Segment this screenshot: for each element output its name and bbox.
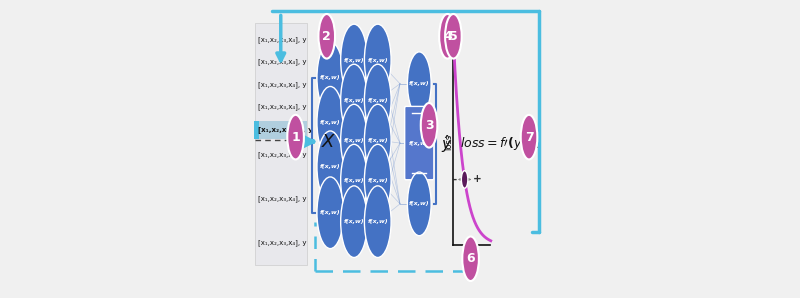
Text: f(x,w): f(x,w) (367, 219, 388, 224)
Text: [x₁,x₂,x₃,x₄], y: [x₁,x₂,x₃,x₄], y (258, 126, 312, 133)
Ellipse shape (407, 172, 431, 236)
Text: $\mathit{X}$: $\mathit{X}$ (322, 133, 337, 150)
Text: +: + (473, 174, 482, 184)
Ellipse shape (462, 236, 479, 281)
Ellipse shape (317, 131, 344, 203)
FancyBboxPatch shape (405, 106, 434, 180)
Text: [x₁,x₂,x₃,x₄], y: [x₁,x₂,x₃,x₄], y (258, 104, 306, 111)
Text: f(x,w): f(x,w) (367, 138, 388, 143)
Ellipse shape (421, 103, 438, 148)
Text: w: w (469, 254, 476, 263)
Text: f(x,w): f(x,w) (409, 141, 430, 145)
Text: 7: 7 (525, 131, 534, 144)
Ellipse shape (365, 104, 391, 176)
Ellipse shape (365, 24, 391, 96)
Ellipse shape (341, 144, 367, 216)
Text: [x₁,x₂,x₃,x₄], y: [x₁,x₂,x₃,x₄], y (258, 195, 306, 202)
Ellipse shape (462, 171, 468, 188)
Text: -: - (452, 174, 457, 184)
Text: f(x,w): f(x,w) (320, 75, 341, 80)
FancyBboxPatch shape (254, 121, 307, 139)
Text: f(x,w): f(x,w) (367, 58, 388, 63)
Text: f(x,w): f(x,w) (344, 178, 364, 183)
Ellipse shape (365, 186, 391, 257)
Text: f(x,w): f(x,w) (367, 97, 388, 103)
Ellipse shape (341, 104, 367, 176)
Text: f(x,w): f(x,w) (344, 97, 364, 103)
Ellipse shape (287, 115, 304, 159)
Text: f(x,w): f(x,w) (409, 201, 430, 207)
Ellipse shape (317, 42, 344, 114)
Text: 2: 2 (322, 30, 331, 43)
Ellipse shape (365, 64, 391, 136)
Text: f(x,w): f(x,w) (344, 58, 364, 63)
Text: 6: 6 (466, 252, 475, 265)
Ellipse shape (341, 24, 367, 96)
Text: 3: 3 (425, 119, 434, 132)
Text: f(x,w): f(x,w) (367, 178, 388, 183)
Text: [x₁,x₂,x₃,x₄], y: [x₁,x₂,x₃,x₄], y (258, 239, 306, 246)
Text: [x₁,x₂,x₃,x₄], y: [x₁,x₂,x₃,x₄], y (258, 58, 306, 65)
Ellipse shape (341, 186, 367, 257)
Text: 5: 5 (449, 30, 458, 43)
Ellipse shape (521, 115, 538, 159)
Ellipse shape (445, 14, 462, 59)
Text: f(x,w): f(x,w) (320, 164, 341, 169)
Ellipse shape (317, 86, 344, 158)
Ellipse shape (318, 14, 335, 59)
Text: f(x,w): f(x,w) (409, 81, 430, 86)
Text: f(x,w): f(x,w) (320, 210, 341, 215)
FancyBboxPatch shape (255, 23, 307, 265)
Text: loss: loss (445, 134, 454, 150)
FancyBboxPatch shape (254, 121, 259, 139)
Text: [x₁,x₂,x₃,x₄], y: [x₁,x₂,x₃,x₄], y (258, 81, 306, 88)
Text: f(x,w): f(x,w) (320, 120, 341, 125)
Text: 1: 1 (291, 131, 300, 144)
Text: f(x,w): f(x,w) (344, 138, 364, 143)
Text: 4: 4 (443, 30, 452, 43)
Text: f(x,w): f(x,w) (344, 219, 364, 224)
Ellipse shape (341, 64, 367, 136)
Text: [x₁,x₂,x₃,x₄], y: [x₁,x₂,x₃,x₄], y (258, 36, 306, 43)
Text: $\hat{y}$: $\hat{y}$ (441, 133, 453, 155)
Text: [x₁,x₂,x₃,x₄], y: [x₁,x₂,x₃,x₄], y (258, 152, 306, 158)
Ellipse shape (365, 144, 391, 216)
Ellipse shape (317, 177, 344, 249)
Text: $\mathbf{\mathit{loss}} = \mathbf{\mathit{f}\prime(\mathit{y},\hat{y})}$: $\mathbf{\mathit{loss}} = \mathbf{\mathi… (460, 135, 542, 153)
Ellipse shape (407, 52, 431, 116)
Ellipse shape (439, 14, 456, 59)
